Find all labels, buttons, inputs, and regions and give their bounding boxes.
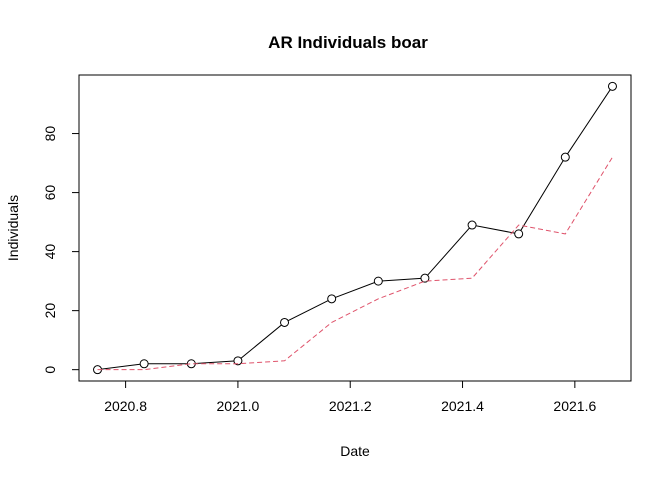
y-tick-label: 60	[42, 185, 58, 201]
x-tick-label: 2021.6	[553, 398, 596, 414]
x-tick-label: 2021.4	[441, 398, 484, 414]
y-tick-label: 80	[42, 126, 58, 142]
plot-box	[78, 74, 632, 382]
chart-title: AR Individuals boar	[268, 33, 428, 52]
y-tick-label: 0	[42, 366, 58, 374]
data-point	[560, 152, 570, 162]
data-point	[327, 294, 337, 304]
data-point	[373, 276, 383, 286]
y-axis: 0 20 40 60 80	[42, 126, 80, 374]
series-line-1	[97, 86, 613, 371]
data-point	[420, 273, 430, 283]
y-axis-label: Individuals	[5, 195, 21, 261]
data-point	[139, 359, 149, 369]
x-tick-label: 2020.8	[104, 398, 147, 414]
data-point	[607, 81, 617, 91]
x-tick-label: 2021.0	[217, 398, 260, 414]
x-axis-label: Date	[340, 443, 370, 459]
y-tick-label: 20	[42, 303, 58, 319]
data-point	[280, 317, 290, 327]
x-tick-label: 2021.2	[329, 398, 372, 414]
data-point	[233, 356, 243, 366]
data-point	[514, 229, 524, 239]
series-line-2	[97, 156, 613, 371]
x-axis: 2020.8 2021.0 2021.2 2021.4 2021.6	[104, 380, 596, 414]
data-point	[467, 220, 477, 230]
series-layer	[93, 81, 617, 375]
y-tick-label: 40	[42, 244, 58, 260]
